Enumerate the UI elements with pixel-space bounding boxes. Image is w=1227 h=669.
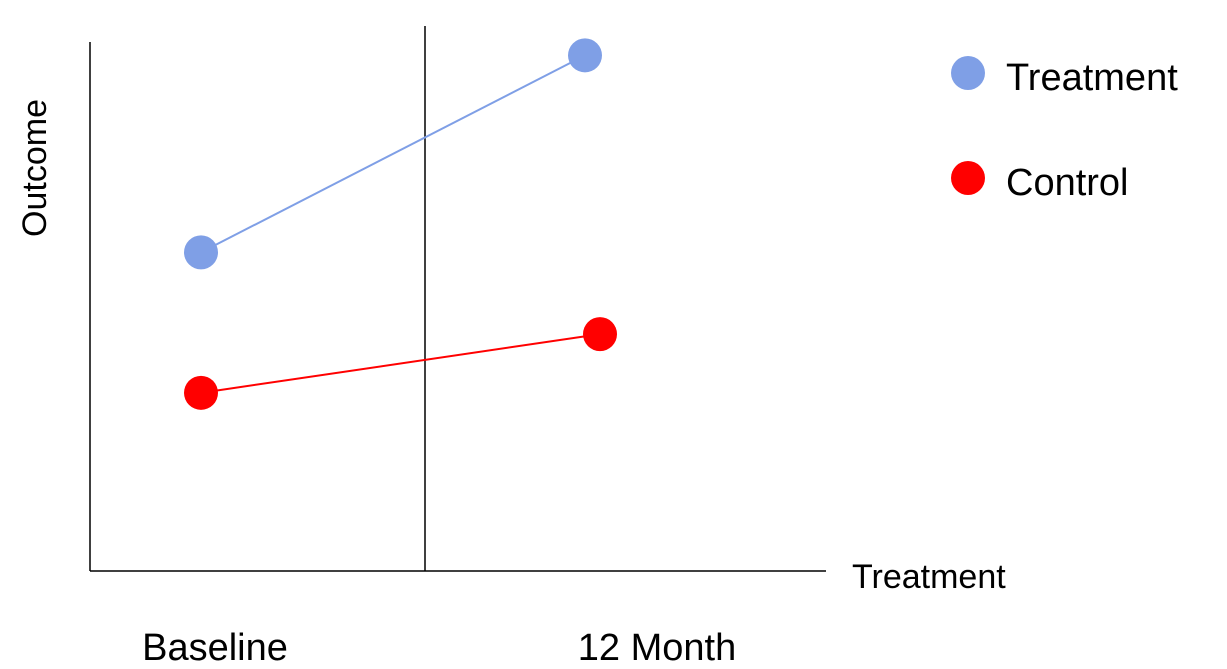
series-line-treatment — [200, 54, 586, 254]
data-point-treatment-2 — [568, 38, 602, 73]
legend-label-treatment: Treatment — [1006, 57, 1178, 99]
x-tick-label-1: Baseline — [142, 627, 288, 664]
data-point-treatment-1 — [184, 235, 218, 270]
series-line-control — [200, 333, 601, 394]
legend: Treatment Control — [951, 56, 1178, 204]
x-tick-label-2: 12 Month — [578, 627, 736, 664]
legend-item-treatment: Treatment — [951, 56, 1178, 99]
legend-marker-treatment — [951, 56, 985, 90]
divider-label: Treatment — [852, 558, 1006, 596]
legend-item-control: Control — [951, 161, 1129, 204]
legend-label-control: Control — [1006, 162, 1129, 204]
series-treatment — [184, 38, 602, 270]
data-point-control-1 — [184, 375, 218, 410]
axes-group — [89, 26, 826, 572]
legend-marker-control — [951, 161, 985, 195]
series-control — [184, 317, 617, 410]
series-layer — [184, 38, 617, 410]
x-tick-labels: Baseline 12 Month — [142, 627, 736, 669]
y-axis-label: Outcome — [16, 99, 54, 237]
data-point-control-2 — [583, 317, 617, 352]
